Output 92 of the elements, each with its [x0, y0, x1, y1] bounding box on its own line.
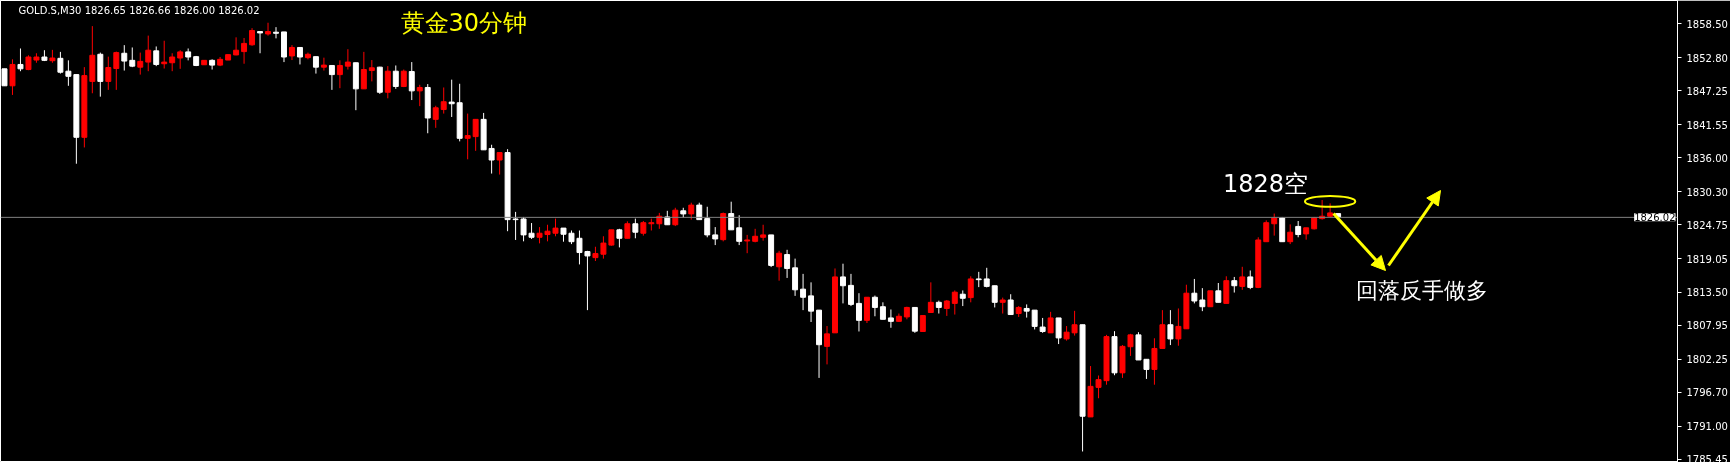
candlestick: [472, 118, 479, 152]
y-tick-label: 1858.50: [1686, 18, 1728, 30]
candlestick: [840, 263, 846, 304]
y-tick-label: 1824.75: [1686, 219, 1728, 231]
candlestick: [344, 48, 351, 71]
candlestick: [416, 84, 423, 107]
candlestick: [951, 289, 958, 316]
candlestick: [808, 281, 815, 323]
candlestick: [105, 56, 112, 91]
candlestick: [1191, 278, 1198, 304]
candlestick: [824, 325, 830, 365]
candlestick: [1047, 311, 1054, 334]
candlestick: [1055, 317, 1062, 345]
candlestick: [368, 59, 375, 82]
candlestick: [911, 306, 918, 334]
candlestick: [121, 44, 128, 72]
candlestick: [991, 285, 998, 308]
candlestick: [776, 250, 783, 282]
candlestick: [736, 214, 743, 246]
y-tick-label: 1785.45: [1686, 453, 1728, 462]
y-tick-label: 1819.05: [1686, 253, 1728, 265]
candlestick: [728, 201, 735, 231]
candlestick: [871, 295, 878, 317]
candlestick: [137, 52, 144, 76]
candlestick: [392, 64, 399, 90]
candlestick: [145, 35, 152, 72]
candlestick: [863, 296, 870, 324]
candlestick: [1263, 219, 1270, 243]
chart-title: 黄金30分钟: [400, 8, 528, 37]
candlestick: [1279, 216, 1286, 243]
candlestick: [792, 258, 799, 297]
candlestick: [273, 26, 279, 39]
text: GOLD.S,M30 1826.65 1826.66 1826.00 1826.02: [18, 4, 260, 16]
candlestick: [744, 234, 751, 254]
candlestick: [496, 152, 503, 176]
y-tick-label: 1847.25: [1686, 85, 1728, 97]
candlestick: [440, 86, 447, 115]
candlestick: [672, 207, 679, 227]
candlestick: [1271, 213, 1278, 237]
annotation: 回落反手做多: [1355, 278, 1488, 303]
candlestick: [1199, 287, 1206, 312]
candlestick: [233, 36, 240, 56]
candlestick: [448, 79, 455, 118]
candlestick: [632, 218, 639, 239]
candlestick: [967, 275, 974, 303]
y-tick-label: 1841.55: [1686, 119, 1728, 131]
candlestick: [704, 206, 711, 238]
candlestick: [1287, 223, 1294, 245]
candlestick: [464, 113, 471, 160]
y-tick-label: 1830.30: [1686, 186, 1728, 198]
candlestick: [1239, 266, 1246, 291]
y-tick-label: 1836.00: [1686, 152, 1728, 164]
candlestick: [887, 308, 894, 329]
y-tick-label: 1791.00: [1686, 421, 1728, 433]
candlestick: [320, 57, 327, 72]
y-tick-label: 1802.25: [1686, 354, 1728, 366]
candlestick: [432, 105, 439, 129]
candlestick: [257, 31, 264, 54]
y-tick-label: 1852.80: [1686, 52, 1728, 64]
annotation: 1828空: [1222, 169, 1309, 198]
candlestick: [1167, 309, 1174, 346]
ref-line-label: 1826.02: [1634, 212, 1676, 224]
candlestick: [17, 47, 24, 72]
candlestick: [384, 65, 391, 99]
candlestick: [113, 51, 120, 91]
candlestick: [1215, 282, 1222, 303]
candlestick: [336, 59, 343, 89]
candlestick: [712, 226, 719, 246]
candlestick: [360, 51, 367, 90]
y-tick-label: 1796.70: [1686, 387, 1728, 399]
candlestick: [1327, 202, 1334, 218]
candlestick: [800, 273, 807, 311]
candlestick: [161, 40, 168, 70]
candlestick: [408, 61, 415, 101]
candlestick: [209, 58, 216, 71]
candlestick: [927, 281, 934, 314]
candlestick: [265, 22, 271, 37]
candlestick: [177, 49, 184, 70]
candlestick: [9, 58, 16, 96]
candlestick: [153, 45, 160, 67]
y-tick-label: 1813.50: [1686, 287, 1728, 299]
candlestick: [784, 249, 791, 279]
candlestick: [241, 37, 248, 65]
candlestick: [1223, 275, 1230, 304]
candlestick: [760, 224, 767, 242]
candlestick: [328, 64, 335, 91]
candlestick: [855, 292, 862, 332]
candlestick: [1007, 293, 1014, 316]
y-tick-label: 1807.95: [1686, 320, 1728, 332]
candlestick: [848, 273, 854, 307]
candlestick: [1031, 309, 1038, 330]
candlestick: [1247, 269, 1254, 290]
